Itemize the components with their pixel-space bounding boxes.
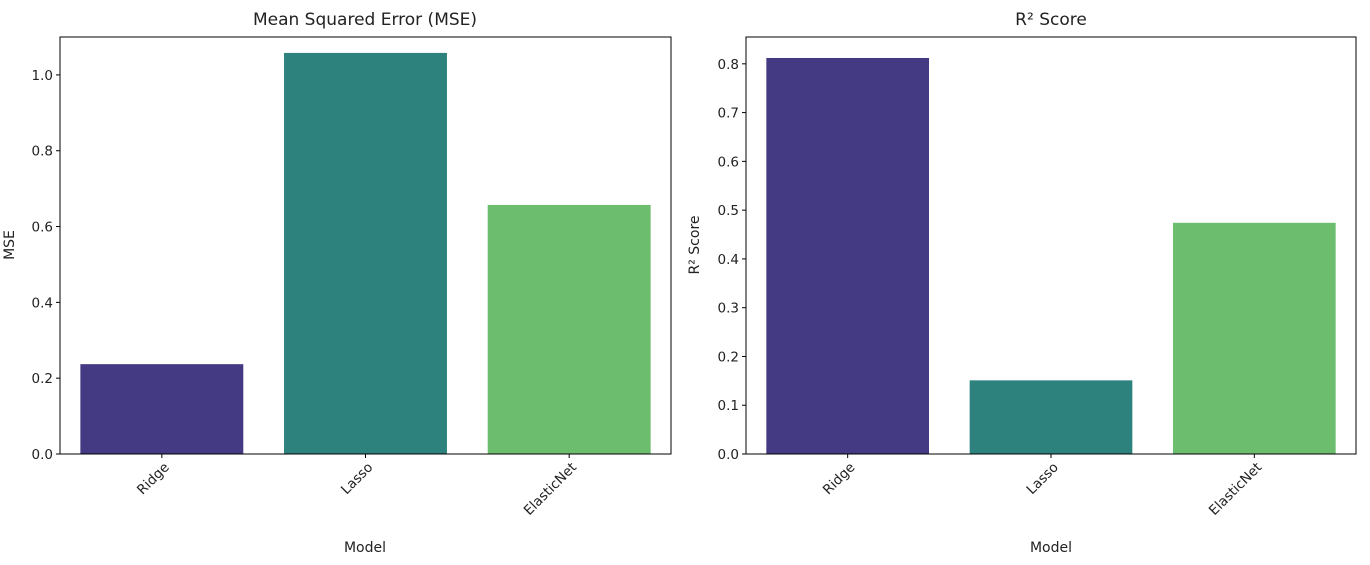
mse-y-tick-label: 0.4 [32,295,53,311]
mse-y-tick-label: 0.6 [32,220,53,236]
r2-y-axis-label: R² Score [687,215,703,274]
r2-chart-title: R² Score [1015,10,1087,30]
r2-y-tick-label: 0.3 [718,301,739,317]
r2-y-tick-label: 0.2 [718,349,739,365]
mse-chart-title: Mean Squared Error (MSE) [253,10,477,30]
mse-bar-ridge [80,364,244,454]
r2-bar-elasticnet [1173,222,1336,454]
mse-x-tick-label: Lasso [338,460,376,498]
r2-x-axis-label: Model [1030,540,1072,556]
r2-y-tick-label: 0.0 [718,447,739,463]
r2-y-tick-label: 0.4 [718,252,739,268]
r2-y-tick-label: 0.8 [718,57,739,73]
mse-y-tick-label: 0.8 [32,144,53,160]
mse-bar-elasticnet [487,204,651,454]
r2-x-tick-label: Ridge [820,460,859,499]
r2-y-tick-label: 0.1 [718,398,739,414]
mse-x-tick-label: ElasticNet [521,460,580,519]
mse-axes-frame [59,36,672,455]
mse-x-axis-label: Model [344,540,386,556]
r2-y-tick-label: 0.7 [718,106,739,122]
r2-bar-lasso [969,380,1133,454]
mse-subplot: Mean Squared Error (MSE) Model MSE 0.0 0.… [2,10,672,556]
r2-axes-frame [745,36,1357,455]
mse-y-tick-label: 0.2 [32,371,53,387]
r2-x-tick-label: ElasticNet [1206,460,1265,519]
mse-x-tick-label: Ridge [134,460,173,499]
r2-y-tick-label: 0.6 [718,154,739,170]
r2-subplot: R² Score Model R² Score 0.0 0.1 0.2 0.3 0.4 0… [687,10,1357,556]
mse-bar-lasso [284,52,447,455]
mse-y-tick-label: 0.0 [32,447,53,463]
r2-bar-ridge [766,57,929,455]
r2-y-tick-label: 0.5 [718,203,739,219]
mse-y-tick-label: 1.0 [32,68,53,84]
r2-x-tick-label: Lasso [1024,460,1062,498]
mse-y-axis-label: MSE [2,230,18,260]
